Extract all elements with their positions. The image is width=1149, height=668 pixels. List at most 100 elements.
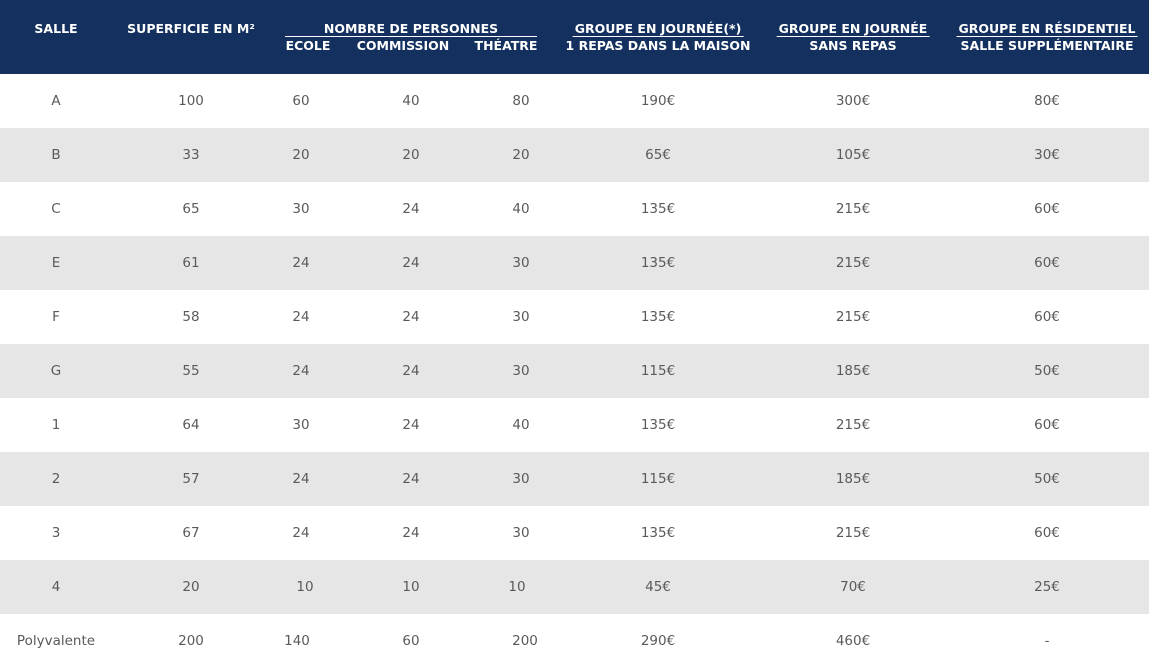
- header-groupe-journee-sans: GROUPE EN JOURNÉE: [776, 21, 930, 37]
- cell-superficie: 65: [182, 201, 200, 217]
- table-row: Polyvalente 200 140 60 200 290€ 460€ -: [0, 614, 1149, 668]
- cell-ecole: 30: [292, 201, 310, 217]
- table-row: B 33 20 20 20 65€ 105€ 30€: [0, 128, 1149, 182]
- cell-superficie: 57: [182, 471, 200, 487]
- cell-salle: E: [51, 255, 61, 271]
- cell-ecole: 10: [296, 579, 314, 595]
- header-groupe-journee-repas: GROUPE EN JOURNÉE(*): [572, 21, 744, 37]
- cell-journee-sans: 215€: [835, 201, 871, 217]
- cell-ecole: 24: [292, 255, 310, 271]
- cell-commission: 24: [402, 201, 420, 217]
- cell-journee-sans: 185€: [835, 363, 871, 379]
- cell-salle: C: [51, 201, 61, 217]
- cell-theatre: 40: [512, 201, 530, 217]
- cell-theatre: 30: [512, 525, 530, 541]
- cell-journee-sans: 215€: [835, 525, 871, 541]
- cell-journee-repas: 65€: [645, 147, 671, 163]
- cell-theatre: 30: [512, 363, 530, 379]
- header-salle: SALLE: [34, 21, 78, 36]
- cell-journee-repas: 190€: [640, 93, 676, 109]
- cell-commission: 24: [402, 417, 420, 433]
- cell-theatre: 30: [512, 471, 530, 487]
- cell-journee-repas: 135€: [640, 255, 676, 271]
- cell-residentiel: 60€: [1034, 417, 1060, 433]
- cell-ecole: 20: [292, 147, 310, 163]
- header-theatre: THÉATRE: [474, 38, 538, 53]
- cell-superficie: 61: [182, 255, 200, 271]
- table-row: 3 67 24 24 30 135€ 215€ 60€: [0, 506, 1149, 560]
- cell-journee-repas: 115€: [640, 471, 676, 487]
- cell-theatre: 30: [512, 309, 530, 325]
- cell-commission: 20: [402, 147, 420, 163]
- cell-commission: 24: [402, 471, 420, 487]
- cell-salle: F: [52, 309, 60, 325]
- cell-journee-sans: 215€: [835, 255, 871, 271]
- cell-journee-sans: 300€: [835, 93, 871, 109]
- cell-theatre: 10: [508, 579, 526, 595]
- header-groupe-residentiel: GROUPE EN RÉSIDENTIEL: [956, 21, 1138, 37]
- header-superficie: SUPERFICIE EN M²: [127, 21, 255, 36]
- cell-commission: 24: [402, 363, 420, 379]
- cell-superficie: 64: [182, 417, 200, 433]
- cell-journee-repas: 115€: [640, 363, 676, 379]
- cell-journee-repas: 45€: [645, 579, 671, 595]
- table-row: E 61 24 24 30 135€ 215€ 60€: [0, 236, 1149, 290]
- cell-journee-sans: 215€: [835, 309, 871, 325]
- cell-salle: B: [51, 147, 61, 163]
- table-row: 4 20 10 10 10 45€ 70€ 25€: [0, 560, 1149, 614]
- table-row: F 58 24 24 30 135€ 215€ 60€: [0, 290, 1149, 344]
- cell-journee-sans: 105€: [835, 147, 871, 163]
- cell-residentiel: 30€: [1034, 147, 1060, 163]
- cell-salle: G: [50, 363, 62, 379]
- header-groupe-journee-sans-sub: SANS REPAS: [809, 38, 897, 53]
- cell-ecole: 24: [292, 309, 310, 325]
- cell-residentiel: 60€: [1034, 525, 1060, 541]
- header-nombre-personnes: NOMBRE DE PERSONNES: [285, 21, 537, 37]
- cell-theatre: 200: [512, 633, 538, 649]
- cell-ecole: 24: [292, 471, 310, 487]
- header-groupe-residentiel-sub: SALLE SUPPLÉMENTAIRE: [960, 38, 1134, 53]
- cell-commission: 24: [402, 255, 420, 271]
- cell-journee-sans: 185€: [835, 471, 871, 487]
- cell-ecole: 30: [292, 417, 310, 433]
- cell-superficie: 67: [182, 525, 200, 541]
- cell-journee-repas: 135€: [640, 201, 676, 217]
- table-header: SALLE SUPERFICIE EN M² NOMBRE DE PERSONN…: [0, 0, 1149, 74]
- table-row: C 65 30 24 40 135€ 215€ 60€: [0, 182, 1149, 236]
- cell-journee-repas: 290€: [640, 633, 676, 649]
- table-row: 2 57 24 24 30 115€ 185€ 50€: [0, 452, 1149, 506]
- table-row: G 55 24 24 30 115€ 185€ 50€: [0, 344, 1149, 398]
- cell-journee-repas: 135€: [640, 417, 676, 433]
- cell-commission: 40: [402, 93, 420, 109]
- cell-ecole: 24: [292, 525, 310, 541]
- header-groupe-journee-repas-sub: 1 REPAS DANS LA MAISON: [565, 38, 751, 53]
- cell-salle: A: [51, 93, 61, 109]
- cell-residentiel: 60€: [1034, 309, 1060, 325]
- cell-salle: Polyvalente: [16, 633, 96, 649]
- cell-ecole: 60: [292, 93, 310, 109]
- cell-salle: 4: [51, 579, 61, 595]
- cell-residentiel: 50€: [1034, 363, 1060, 379]
- header-commission: COMMISSION: [356, 38, 450, 53]
- cell-residentiel: 80€: [1034, 93, 1060, 109]
- cell-superficie: 55: [182, 363, 200, 379]
- cell-superficie: 100: [178, 93, 204, 109]
- cell-salle: 1: [51, 417, 61, 433]
- cell-ecole: 24: [292, 363, 310, 379]
- cell-commission: 10: [402, 579, 420, 595]
- cell-commission: 60: [402, 633, 420, 649]
- cell-salle: 3: [51, 525, 61, 541]
- header-ecole: ECOLE: [285, 38, 331, 53]
- cell-journee-sans: 215€: [835, 417, 871, 433]
- cell-superficie: 200: [178, 633, 204, 649]
- cell-residentiel: 50€: [1034, 471, 1060, 487]
- cell-journee-sans: 70€: [840, 579, 866, 595]
- table-row: A 100 60 40 80 190€ 300€ 80€: [0, 74, 1149, 128]
- cell-theatre: 80: [512, 93, 530, 109]
- cell-theatre: 20: [512, 147, 530, 163]
- cell-journee-sans: 460€: [835, 633, 871, 649]
- cell-commission: 24: [402, 525, 420, 541]
- cell-salle: 2: [51, 471, 61, 487]
- cell-residentiel: 60€: [1034, 255, 1060, 271]
